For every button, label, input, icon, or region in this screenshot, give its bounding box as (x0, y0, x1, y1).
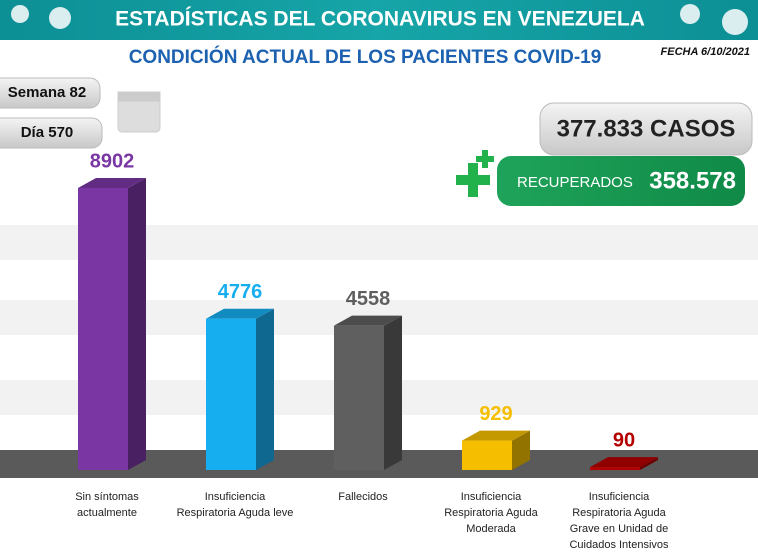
bar (334, 325, 384, 470)
title: ESTADÍSTICAS DEL CORONAVIRUS EN VENEZUEL… (115, 8, 645, 31)
cases: 377.833 CASOS (557, 115, 736, 142)
category-label: Insuficiencia Respiratoria Aguda Moderad… (444, 491, 538, 535)
bar-top (334, 315, 402, 326)
day-badge (0, 117, 103, 149)
bar (590, 467, 640, 470)
bar-side (512, 430, 530, 470)
bar-side (256, 308, 274, 470)
bar (462, 440, 512, 470)
header-band (0, 0, 758, 40)
plus-icons (456, 150, 494, 197)
category-label: Sin síntomas actualmente (75, 491, 139, 519)
bar-side (384, 315, 402, 470)
bar-side (128, 178, 146, 470)
value-label: 8902 (90, 150, 135, 172)
cases-box (539, 102, 753, 156)
category-label: Insuficiencia Respiratoria Aguda Grave e… (569, 491, 669, 551)
recovered-value: 358.578 (649, 167, 736, 194)
bar-top (590, 457, 658, 468)
calendar-icon (117, 91, 161, 133)
subtitle: CONDICIÓN ACTUAL DE LOS PACIENTES COVID-… (129, 46, 602, 68)
bar-top (462, 430, 530, 441)
bar-side (640, 457, 658, 470)
value-label: 4558 (346, 288, 391, 310)
bar-top (78, 178, 146, 188)
bar-top (206, 308, 274, 319)
value-label: 4776 (218, 281, 263, 303)
date: FECHA 6/10/2021 (661, 46, 750, 58)
category-label: Insuficiencia Respiratoria Aguda leve (176, 491, 294, 519)
virus-icons (11, 4, 748, 35)
week: Semana 82 (8, 84, 86, 101)
recovered-label: RECUPERADOS (517, 174, 633, 191)
bar (78, 188, 128, 470)
day: Día 570 (21, 124, 74, 141)
bar (206, 318, 256, 470)
category-label: Fallecidos (338, 491, 388, 503)
recovered-box (497, 156, 745, 206)
value-label: 929 (479, 403, 512, 425)
week-badge (0, 77, 101, 109)
value-label: 90 (613, 429, 635, 451)
